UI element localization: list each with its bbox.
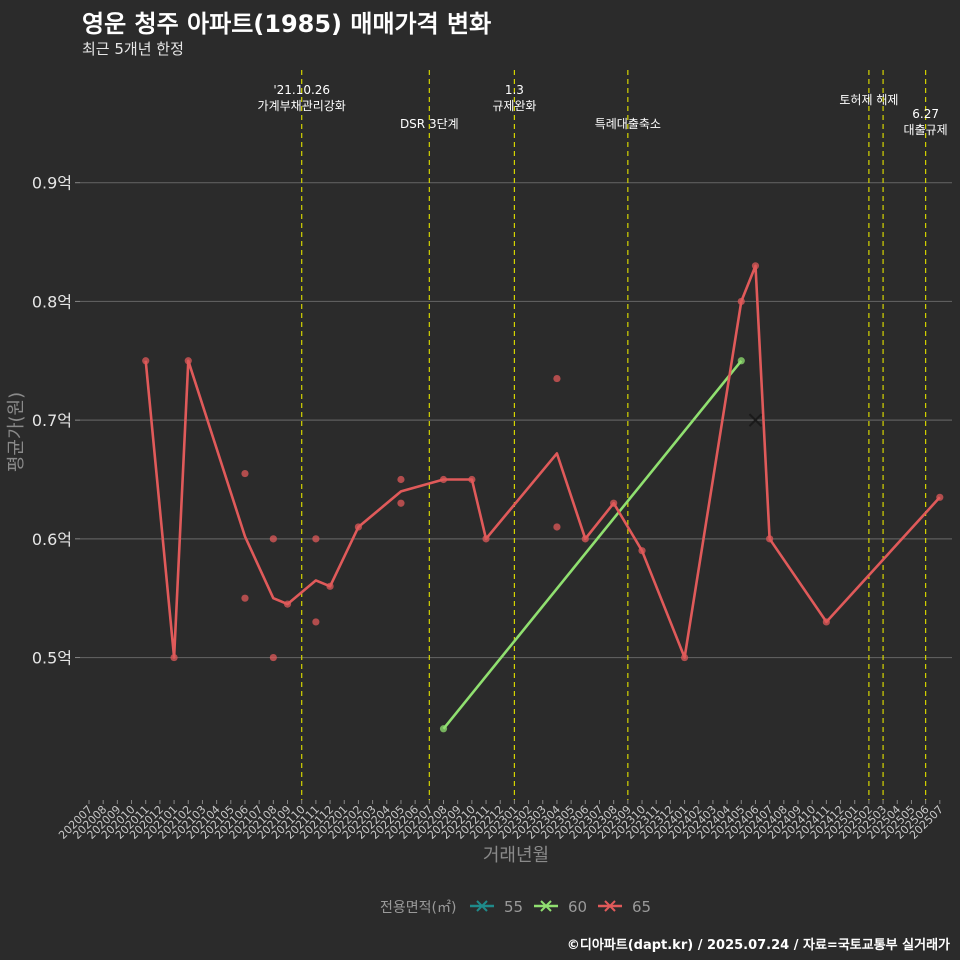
data-point-65 [170, 653, 178, 662]
legend-label: 55 [504, 898, 523, 916]
data-point-65 [312, 535, 320, 543]
y-tick-label: 0.7억 [32, 411, 72, 430]
data-point-60 [439, 725, 448, 733]
data-point-65 [241, 469, 249, 478]
event-label: 1.3 [505, 83, 524, 97]
data-point-65 [326, 582, 334, 590]
y-tick-label: 0.5억 [32, 649, 72, 668]
data-point-65 [184, 357, 192, 365]
source-caption: ©디아파트(dapt.kr) / 2025.07.24 / 자료=국토교통부 실… [566, 938, 950, 953]
event-label: 6.27 [912, 107, 939, 121]
data-point-65 [269, 653, 277, 662]
data-point-65 [439, 475, 448, 484]
y-tick-label: 0.6억 [32, 530, 72, 549]
data-point-65 [751, 262, 760, 270]
data-point-65 [241, 594, 249, 602]
data-point-65 [766, 535, 774, 543]
event-label: 토허제 해제 [839, 93, 898, 107]
legend-title: 전용면적(㎡) [380, 900, 456, 916]
data-point-65 [822, 618, 830, 626]
legend-label: 60 [568, 898, 587, 916]
x-marker-65 [748, 413, 763, 427]
data-point-65 [397, 499, 405, 507]
data-point-65 [610, 499, 618, 507]
x-axis-title: 거래년월 [483, 845, 549, 866]
legend-key-x-icon [476, 900, 488, 912]
chart-title: 영운 청주 아파트(1985) 매매가격 변화 [82, 10, 492, 38]
legend-key-x-icon [604, 900, 616, 912]
data-point-65 [468, 475, 476, 484]
legend-label: 65 [632, 898, 651, 916]
data-point-65 [553, 523, 561, 531]
data-point-65 [397, 475, 405, 484]
data-point-65 [269, 535, 277, 543]
data-point-65 [680, 653, 689, 662]
event-label: 특례대출축소 [595, 117, 661, 131]
series-line-65 [144, 264, 941, 659]
series-line-60 [442, 359, 743, 730]
data-point-65 [142, 357, 150, 365]
event-label: 규제완화 [492, 99, 536, 113]
data-point-60 [737, 357, 745, 365]
data-point-65 [936, 493, 944, 501]
data-point-65 [312, 618, 320, 626]
y-tick-label: 0.8억 [32, 292, 72, 311]
event-label: 가계부채관리강화 [258, 99, 346, 113]
legend-key-x-icon [540, 900, 552, 912]
event-label: '21.10.26 [273, 83, 330, 97]
data-point-65 [354, 523, 363, 531]
y-axis-title: 평균가(원) [6, 392, 27, 472]
data-point-65 [737, 297, 745, 306]
data-point-65 [638, 547, 646, 555]
event-label: 대출규제 [904, 123, 948, 137]
event-label: DSR 3단계 [400, 117, 459, 131]
y-tick-label: 0.9억 [32, 174, 72, 193]
data-point-65 [283, 600, 292, 608]
chart-subtitle: 최근 5개년 한정 [82, 40, 184, 58]
data-point-65 [482, 535, 490, 543]
data-point-65 [553, 374, 561, 383]
data-point-65 [581, 535, 589, 543]
